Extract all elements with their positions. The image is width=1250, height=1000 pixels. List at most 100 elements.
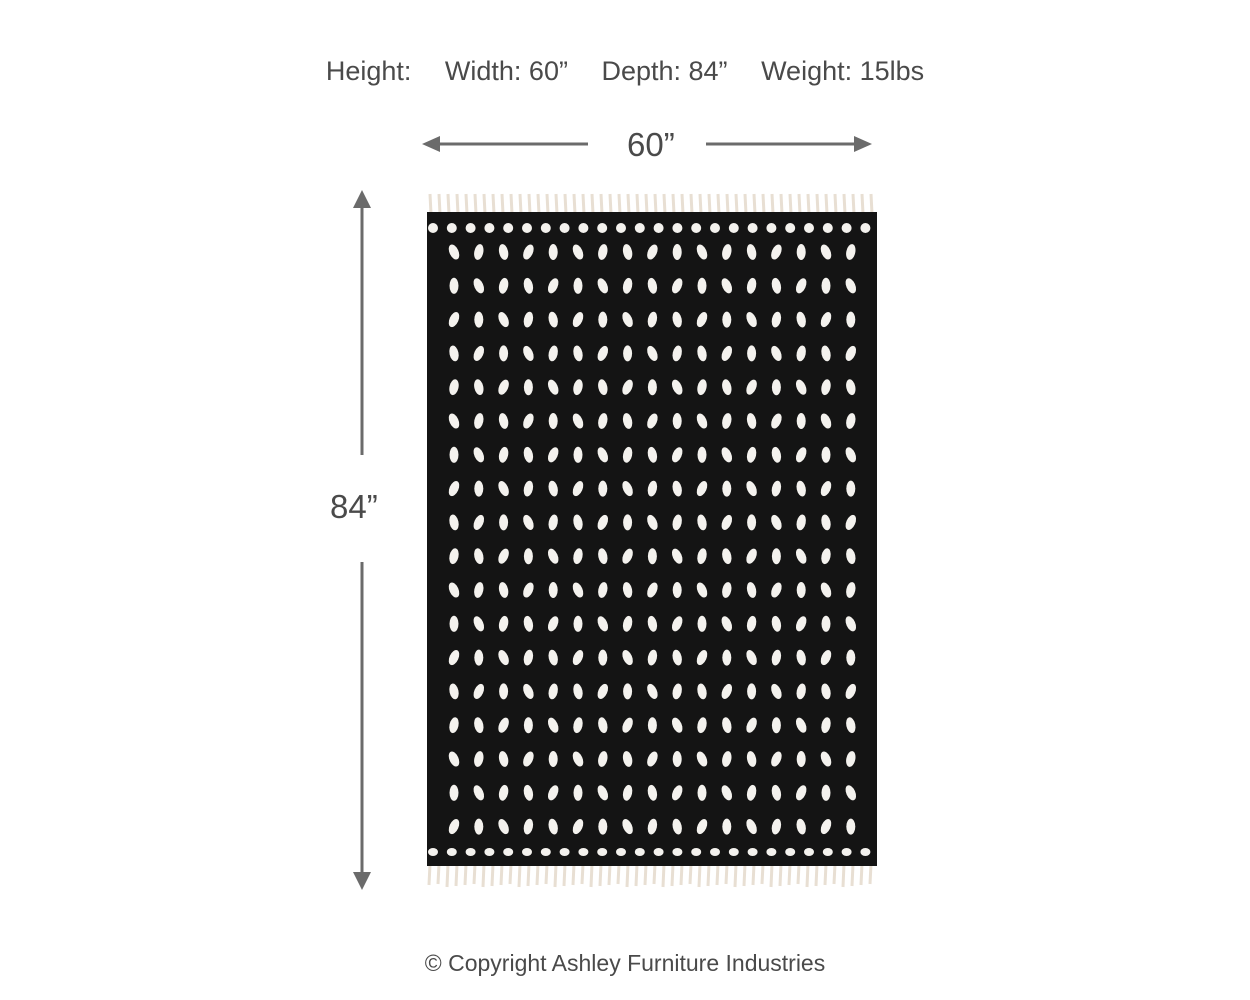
rug-dot [622, 650, 633, 666]
rug-dot [647, 784, 658, 801]
rug-dot [548, 345, 558, 362]
rug-dot [523, 345, 534, 361]
rug-dot [747, 514, 757, 531]
rug-fringe [518, 193, 523, 215]
rug-border-dot [559, 848, 570, 856]
rug-fringe [779, 193, 784, 215]
rug-dot [498, 751, 509, 767]
rug-dot [498, 446, 509, 463]
rug-dot [448, 582, 460, 598]
rug-dot [771, 446, 782, 463]
rug-dot [474, 548, 484, 565]
rug-dot [473, 278, 485, 294]
rug-fringe [725, 193, 730, 215]
rug-dot [697, 548, 707, 565]
rug-dot [771, 413, 782, 429]
rug-fringe [698, 193, 703, 215]
weight-spec: Weight: 15lbs [761, 56, 925, 86]
height-label: 84” [330, 488, 378, 525]
rug-dot [846, 751, 856, 767]
rug-dot [671, 379, 683, 395]
rug-dot [548, 582, 558, 598]
rug-fringe [752, 193, 757, 215]
rug-dot [449, 345, 459, 362]
rug-dot [498, 582, 509, 598]
rug-dot [845, 345, 857, 361]
rug-dot [547, 548, 559, 564]
rug-dot [672, 514, 682, 531]
rug-dot [722, 649, 732, 666]
rug-dot [746, 379, 757, 395]
rug-dot [498, 784, 509, 801]
rug-border-dot [785, 848, 796, 856]
rug-dot [846, 649, 856, 666]
rug-fringe [490, 863, 495, 887]
rug-fringe [635, 193, 640, 215]
rug-dot [473, 447, 485, 463]
rug-dot [473, 785, 485, 801]
rug-fringe [589, 863, 594, 888]
rug-dot [474, 649, 484, 666]
rug-dot [622, 244, 633, 260]
rug-dot [498, 615, 509, 632]
rug-dot [746, 650, 757, 666]
rug-dot [448, 244, 460, 260]
rug-dot [771, 784, 782, 801]
rug-dot [771, 615, 782, 632]
rug-dot [697, 683, 707, 700]
rug-dot [448, 751, 460, 767]
rug-fringe [517, 863, 522, 888]
rug-fringe [644, 193, 649, 215]
rug-border-dot [822, 223, 833, 233]
rug-dot [671, 616, 683, 632]
rug-dot [474, 413, 484, 429]
rug-dot [523, 311, 534, 328]
rug-fringe [652, 863, 657, 885]
rug-dot [523, 548, 533, 565]
rug-dot [548, 244, 558, 260]
rug-dot [622, 548, 633, 564]
rug-border-dot [766, 848, 777, 856]
rug-dot [598, 582, 608, 598]
rug-dot [598, 717, 608, 734]
rug-fringe [536, 193, 541, 215]
rug-dot [523, 514, 534, 530]
rug-fringe [481, 863, 486, 888]
rug-dot [796, 514, 806, 531]
rug-dot [746, 481, 757, 497]
rug-fringe [500, 193, 505, 215]
rug-dot [547, 785, 559, 801]
rug-dot [647, 446, 658, 463]
rug-dot [523, 413, 534, 429]
rug-dot [746, 312, 757, 328]
rug-dot [573, 277, 583, 294]
rug-fringe [598, 863, 603, 887]
rug-dot [696, 312, 708, 328]
rug-fringe [563, 193, 568, 215]
rug-dot [696, 819, 708, 835]
rug-dot [647, 818, 658, 835]
rug-fringe [805, 863, 810, 888]
rug-dot [474, 311, 484, 328]
rug-dot [721, 616, 733, 632]
rug-fringe [850, 863, 855, 887]
rug-dot [796, 480, 806, 497]
rug-dot [647, 480, 658, 497]
rug-border-dot [503, 848, 514, 856]
rug-dot [623, 683, 633, 700]
rug-fringe [814, 863, 819, 887]
rug-dot [771, 480, 782, 497]
rug-dot [697, 514, 707, 531]
rug-fringe [734, 193, 739, 215]
rug-fringe [616, 863, 621, 885]
rug-dot [746, 784, 757, 801]
rug-fringe [788, 193, 793, 215]
rug-fringe [491, 193, 496, 215]
rug-fringe [806, 193, 811, 215]
rug-fringe [697, 863, 702, 888]
rug-dot [672, 244, 682, 260]
rug-border-dot [710, 223, 720, 233]
rug-border-dot [540, 223, 551, 233]
rug-dot [548, 413, 558, 429]
